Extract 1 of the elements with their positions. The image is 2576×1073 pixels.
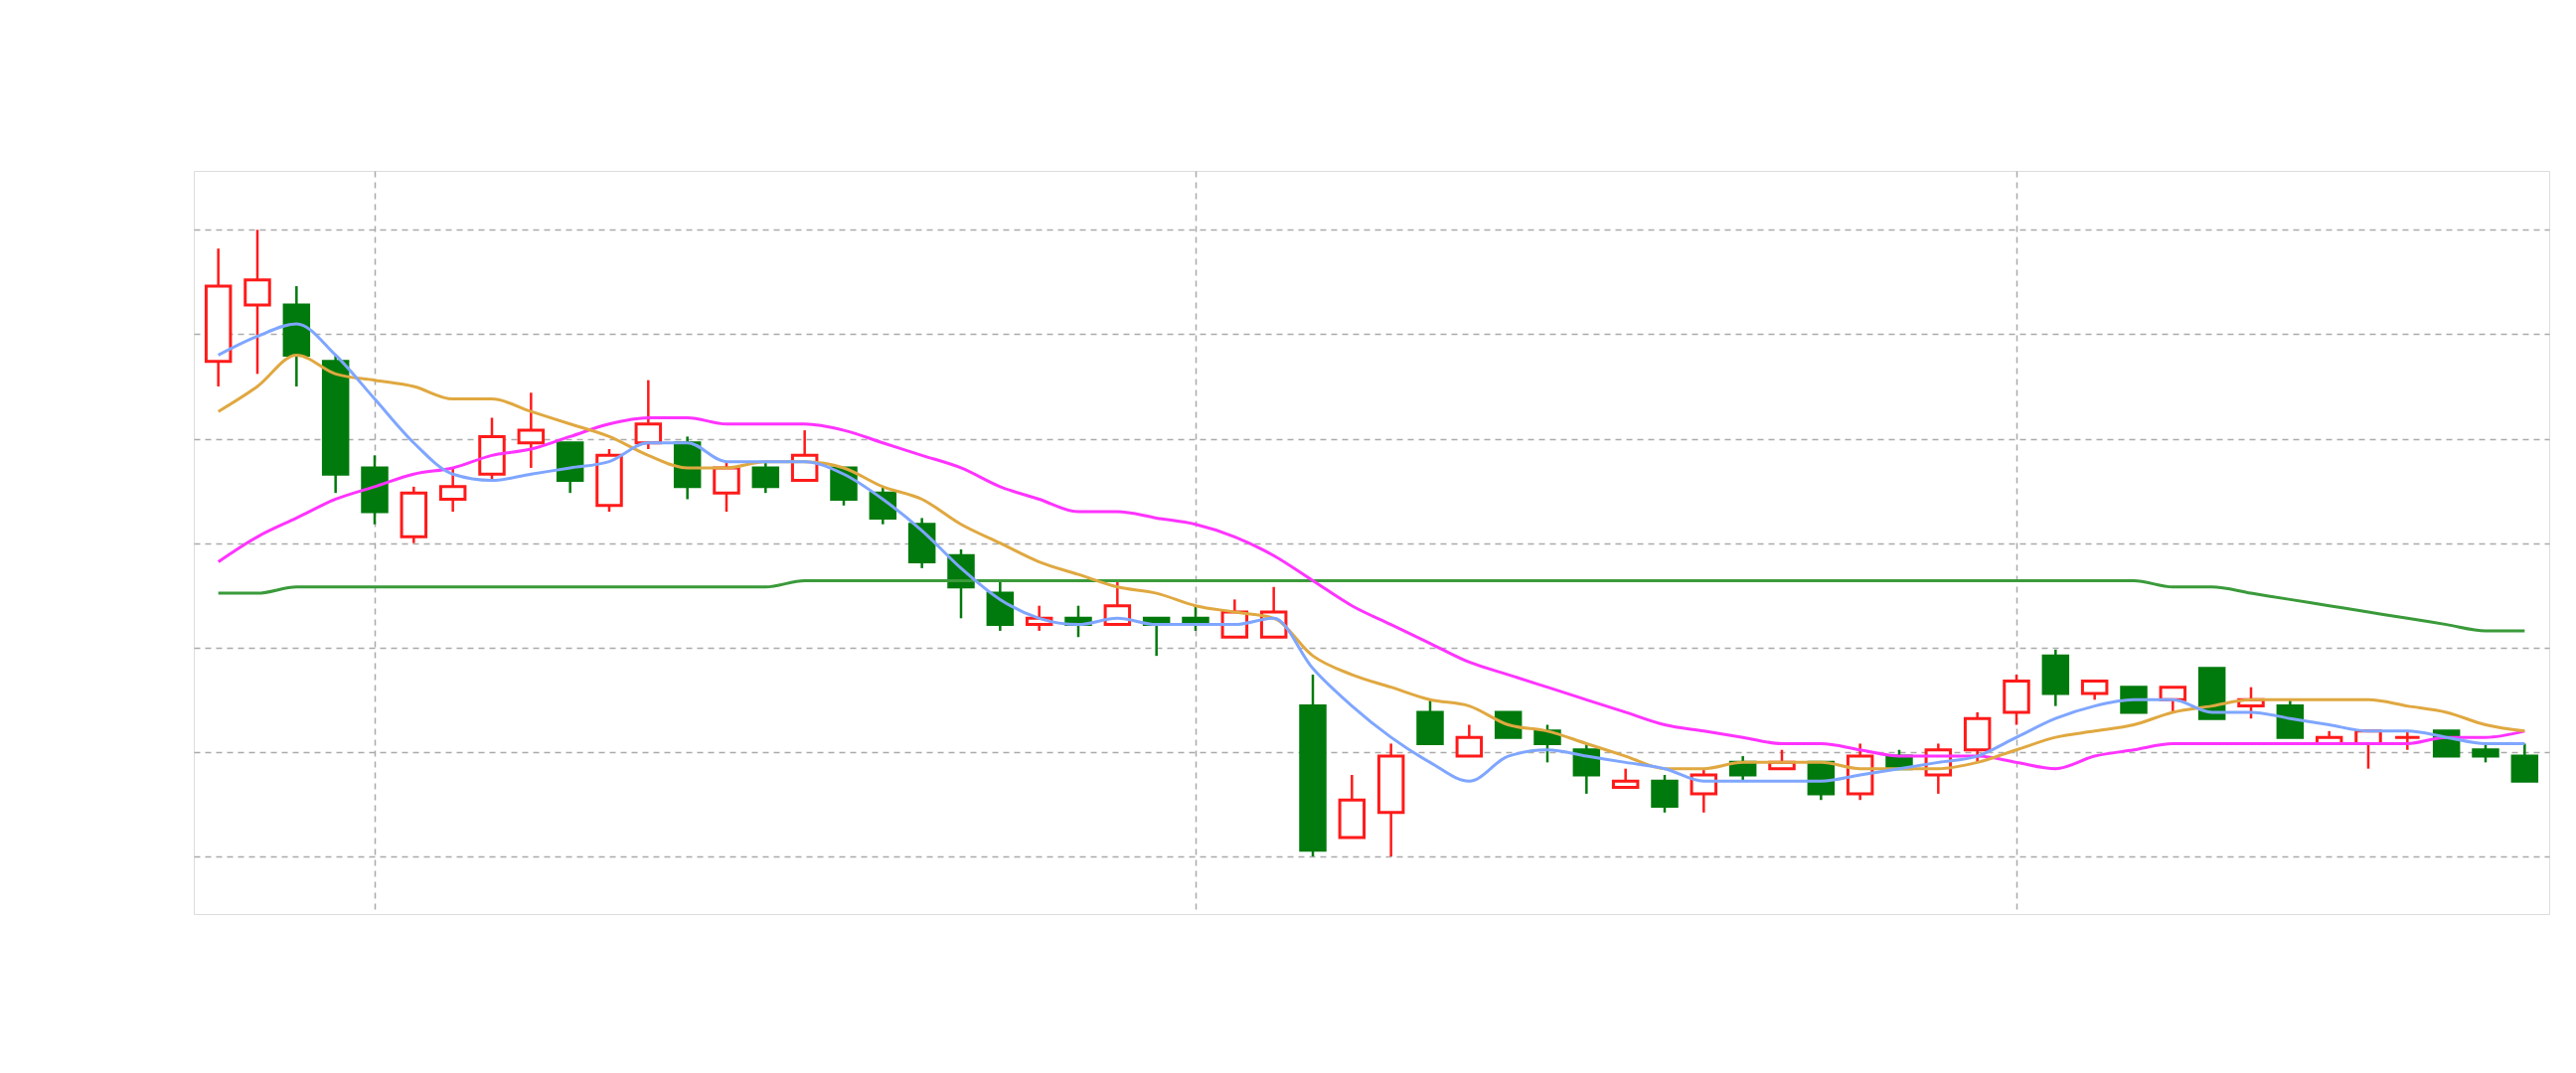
candlestick: [2393, 729, 2422, 752]
